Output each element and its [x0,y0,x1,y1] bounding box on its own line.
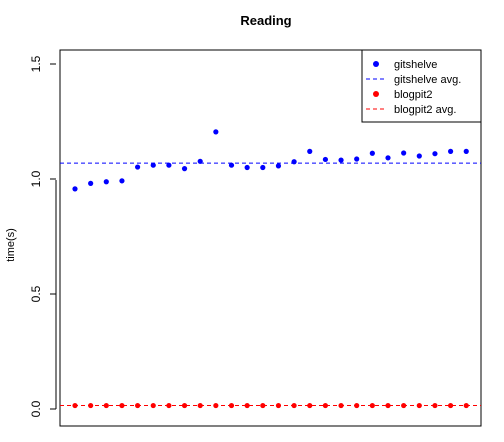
gitshelve-point [244,164,250,171]
gitshelve-point [369,150,375,156]
blogpit2-point [416,402,422,409]
blogpit2-point [401,402,407,409]
blogpit2-point [244,402,250,409]
blogpit2-point [150,402,156,409]
blogpit2-point [385,402,391,409]
blogpit2-point [354,402,360,409]
blogpit2-point [448,402,454,409]
gitshelve-point [181,166,188,172]
legend-label: blogpit2 [394,89,433,101]
y-tick-label: 0.0 [29,400,43,417]
gitshelve-point [275,163,282,169]
legend-label: blogpit2 avg. [394,104,456,116]
blogpit2-point [275,402,282,409]
chart-title: Reading [240,13,291,28]
blogpit2-point [228,402,235,409]
gitshelve-point [103,179,109,185]
average-lines [60,162,481,407]
gitshelve-point [416,153,422,159]
gitshelve-point [463,148,469,154]
legend-label: gitshelve avg. [394,74,461,86]
legend-symbol-point [373,61,379,67]
gitshelve-point [385,155,391,161]
gitshelve-point [228,162,235,168]
gitshelve-point [322,156,328,163]
gitshelve-point [166,162,172,168]
blogpit2-point [322,402,328,409]
blogpit2-point [369,402,375,409]
legend-label: gitshelve [394,59,437,71]
blogpit2-point [291,402,297,409]
blogpit2-point [135,402,141,409]
blogpit2-point [260,402,266,409]
blogpit2-point [181,402,188,409]
gitshelve-point [197,158,203,164]
legend-box [361,49,482,123]
gitshelve-point [291,159,297,165]
y-tick-label: 1.5 [29,55,43,72]
legend: gitshelve gitshelve avg. blogpit2 blogpit2 … [361,49,482,123]
gitshelve-point [72,186,78,192]
blogpit2-point [213,402,219,409]
blogpit2-point [72,402,78,409]
gitshelve-point [135,164,141,170]
gitshelve-point [150,162,156,168]
blogpit2-point [307,402,313,409]
legend-symbol-point [373,91,379,97]
blogpit2-point [197,402,203,409]
blogpit2-point [432,402,438,409]
gitshelve-point [338,157,344,163]
blogpit2-point [119,402,125,409]
gitshelve-point [401,150,407,156]
gitshelve-point [88,180,94,186]
plot-frame [59,49,482,427]
gitshelve-point [260,164,266,171]
blogpit2-point [338,402,344,409]
y-tick-label: 0.5 [29,285,43,302]
y-tick-label: 1.0 [29,170,43,187]
blogpit2-point [103,402,109,409]
y-axis-label: time(s) [5,228,17,262]
blogpit2-point [166,402,172,409]
y-axis: 0.0 0.5 1.0 1.5 [29,55,57,417]
gitshelve-point [213,129,219,135]
gitshelve-point [432,151,438,157]
gitshelve-point [354,156,360,162]
blogpit2-point [88,402,94,409]
gitshelve-point [448,148,454,154]
gitshelve-point [119,178,125,184]
gitshelve-point [307,148,313,154]
blogpit2-point [463,402,469,409]
data-points [72,129,469,409]
